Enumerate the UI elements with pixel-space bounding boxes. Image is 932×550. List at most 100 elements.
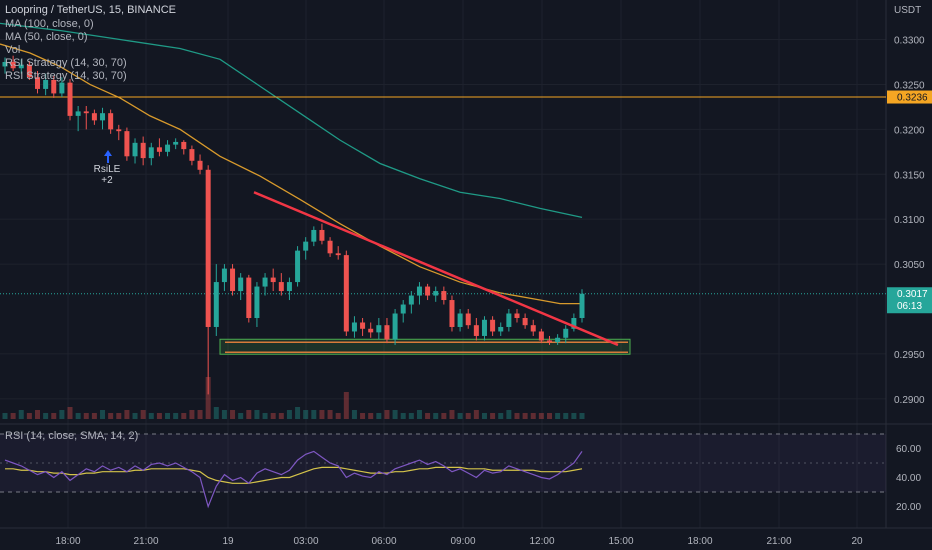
descending-trendline[interactable]	[253, 191, 619, 347]
candlesticks	[2, 55, 585, 395]
candle-body	[213, 282, 219, 327]
rsi-sma-line	[5, 466, 583, 484]
volume-bar	[116, 413, 122, 419]
volume-bar	[368, 413, 374, 419]
volume-bar	[35, 410, 41, 419]
volume-bar	[360, 413, 366, 419]
candle-body	[189, 149, 195, 161]
rsi-tick-40: 40.00	[896, 473, 921, 484]
time-tick: 18:00	[55, 536, 80, 547]
volume-bar	[579, 413, 585, 419]
candle-body	[75, 111, 81, 116]
candle-body	[530, 325, 536, 332]
candle-body	[173, 141, 179, 145]
volume-bar	[522, 413, 528, 419]
volume-bar	[262, 413, 268, 419]
volume-bar	[173, 413, 179, 419]
price-tick: 0.3050	[894, 260, 925, 271]
candle-body	[140, 142, 146, 159]
time-axis[interactable]: 18:00 21:00 19 03:00 06:00 09:00 12:00 15:00 18:…	[55, 536, 863, 547]
volume-bar	[246, 410, 252, 419]
volume-bar	[351, 410, 357, 419]
volume-bar	[449, 410, 455, 419]
volume-bar	[205, 377, 211, 419]
volume-bar	[530, 413, 536, 419]
candle-body	[473, 325, 479, 336]
candle-body	[514, 313, 520, 318]
volume-bar	[400, 413, 406, 419]
signal-label: RsiLE	[94, 164, 121, 175]
candle-body	[449, 300, 455, 327]
candle-body	[319, 229, 325, 241]
candle-body	[43, 79, 49, 89]
price-axis[interactable]: 0.3300 0.3250 0.3200 0.3150 0.3100 0.3050 0.29…	[894, 36, 925, 406]
signal-sub: +2	[101, 175, 113, 186]
candle-body	[148, 147, 154, 159]
candle-body	[538, 331, 544, 341]
candle-body	[481, 319, 487, 336]
ma100-legend[interactable]: MA (100, close, 0)	[5, 18, 94, 30]
candle-body	[360, 322, 366, 329]
time-tick: 21:00	[766, 536, 791, 547]
candle-body	[51, 79, 57, 94]
candle-body	[327, 240, 333, 254]
rsi-strategy-legend-1[interactable]: RSI Strategy (14, 30, 70)	[5, 57, 127, 69]
volume-bar	[83, 413, 89, 419]
volume-bar	[165, 413, 171, 419]
candle-body	[254, 286, 260, 318]
volume-bar	[335, 413, 341, 419]
candle-body	[270, 277, 276, 283]
candle-body	[165, 144, 171, 152]
volume-bar	[506, 410, 512, 419]
volume-bar	[384, 410, 390, 419]
volume-bar	[303, 410, 309, 419]
candle-body	[116, 129, 122, 132]
volume-bar	[2, 413, 8, 419]
volume-bar	[59, 410, 65, 419]
volume-bar	[132, 413, 138, 419]
ma50-legend[interactable]: MA (50, close, 0)	[5, 31, 88, 43]
candle-body	[124, 131, 130, 157]
volume-bar	[100, 410, 106, 419]
volume-bar	[197, 410, 203, 419]
rsi-axis: 60.00 40.00 20.00	[896, 444, 921, 513]
time-tick: 18:00	[687, 536, 712, 547]
symbol-title: Loopring / TetherUS, 15, BINANCE	[5, 4, 176, 16]
time-tick: 15:00	[608, 536, 633, 547]
volume-bar	[546, 413, 552, 419]
grid-lines	[0, 0, 886, 528]
time-tick: 19	[222, 536, 234, 547]
volume-bar	[563, 413, 569, 419]
rsi-tick-20: 20.00	[896, 502, 921, 513]
volume-bar	[514, 413, 520, 419]
candle-body	[10, 61, 16, 69]
volume-bar	[67, 407, 73, 419]
volume-bar	[343, 392, 349, 419]
rsi-title[interactable]: RSI (14, close, SMA, 14, 2)	[5, 430, 139, 442]
candle-body	[132, 142, 138, 157]
volume-bar	[221, 410, 227, 419]
candle-body	[26, 64, 32, 78]
time-tick: 06:00	[371, 536, 396, 547]
volume-bar	[10, 413, 16, 419]
candle-body	[425, 286, 431, 296]
rsi-strategy-legend-2[interactable]: RSI Strategy (14, 30, 70)	[5, 70, 127, 82]
volume-bar	[26, 413, 32, 419]
candle-body	[205, 169, 211, 327]
horizontal-line-label: 0.3236	[887, 90, 932, 104]
hline-label-bg	[887, 90, 932, 104]
candle-body	[392, 313, 398, 340]
time-tick: 09:00	[450, 536, 475, 547]
candle-body	[278, 282, 284, 292]
candle-body	[522, 318, 528, 326]
volume-bar	[75, 413, 81, 419]
candle-body	[35, 77, 41, 89]
vol-legend[interactable]: Vol	[5, 44, 21, 56]
candle-body	[555, 337, 561, 343]
candle-body	[408, 295, 414, 305]
volume-bar	[416, 410, 422, 419]
volume-bars	[2, 377, 585, 419]
volume-bar	[327, 410, 333, 419]
candle-body	[230, 268, 236, 292]
